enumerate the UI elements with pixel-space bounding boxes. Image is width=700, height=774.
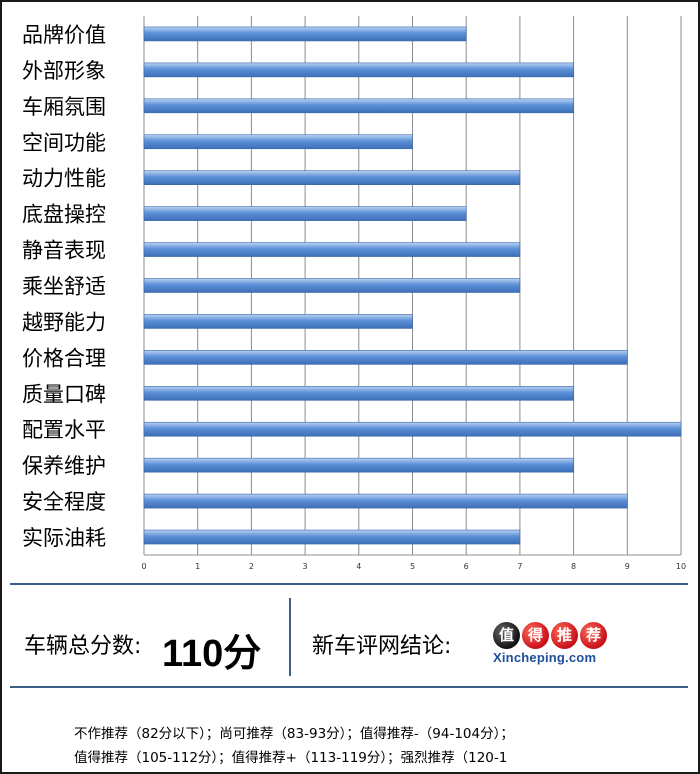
x-tick-label: 4 (356, 562, 361, 571)
logo-badge-2: 得 (522, 622, 549, 649)
bar-15 (143, 529, 521, 545)
logo-badge-1: 值 (493, 622, 520, 649)
total-score-label: 车辆总分数: (24, 634, 142, 659)
category-label: 乘坐舒适 (22, 275, 106, 299)
x-tick-label: 2 (249, 562, 254, 571)
bar-8 (143, 278, 521, 293)
category-label: 静音表现 (22, 239, 106, 263)
bar-2 (143, 62, 574, 78)
x-tick-label: 6 (464, 562, 469, 571)
x-tick-label: 7 (517, 562, 522, 571)
category-label: 质量口碑 (22, 382, 106, 406)
logo-badges: 值 得 推 荐 (493, 622, 615, 649)
x-tick-label: 9 (625, 562, 630, 571)
category-label: 品牌价值 (22, 23, 106, 47)
category-label: 底盘操控 (22, 203, 106, 227)
x-tick-label: 0 (141, 562, 146, 571)
category-label: 价格合理 (22, 346, 106, 370)
total-score-value: 110分 (162, 633, 262, 675)
footer-line-2: 值得推荐（105-112分）；值得推荐+（113-119分）；强烈推荐（120-… (74, 750, 508, 766)
x-tick-label: 3 (303, 562, 308, 571)
category-label: 外部形象 (22, 59, 106, 83)
x-tick-label: 10 (676, 562, 686, 571)
bar-14 (143, 493, 628, 509)
bar-13 (143, 457, 574, 473)
bar-3 (143, 98, 574, 114)
category-label: 车厢氛围 (22, 95, 106, 119)
x-tick-label: 1 (195, 562, 200, 571)
logo-badge-3: 推 (551, 622, 578, 649)
score-bar-chart: 0 1 2 3 4 5 6 7 8 9 10 品牌价值外部形象车厢氛围空间功能动力性能底盘操控静音表现… (22, 16, 686, 571)
category-label: 越野能力 (22, 310, 106, 334)
bar-5 (143, 170, 521, 185)
summary-divider (289, 598, 291, 676)
logo-badge-4: 荐 (580, 622, 607, 649)
category-label: 实际油耗 (22, 526, 106, 550)
bottom-divider (10, 686, 688, 688)
category-label: 安全程度 (22, 490, 106, 514)
bar-1 (143, 26, 467, 42)
bar-9 (143, 314, 413, 329)
bar-7 (143, 242, 521, 257)
bar-11 (143, 385, 574, 401)
conclusion-label: 新车评网结论: (312, 634, 452, 659)
footer-line-1: 不作推荐（82分以下）；尚可推荐（83-93分）；值得推荐-（94-104分）； (74, 726, 514, 742)
x-tick-label: 8 (571, 562, 576, 571)
category-label: 配置水平 (22, 418, 106, 442)
top-divider (10, 583, 688, 585)
x-tick-label: 5 (410, 562, 415, 571)
logo-site: Xincheping.com (493, 650, 597, 665)
category-label: 保养维护 (22, 454, 106, 478)
bar-6 (143, 206, 467, 221)
bar-12 (143, 421, 682, 437)
recommendation-logo: 值 得 推 荐 Xincheping.com (493, 622, 615, 668)
bar-4 (143, 134, 413, 150)
bar-10 (143, 350, 628, 365)
category-label: 动力性能 (22, 167, 106, 191)
category-label: 空间功能 (22, 131, 106, 155)
